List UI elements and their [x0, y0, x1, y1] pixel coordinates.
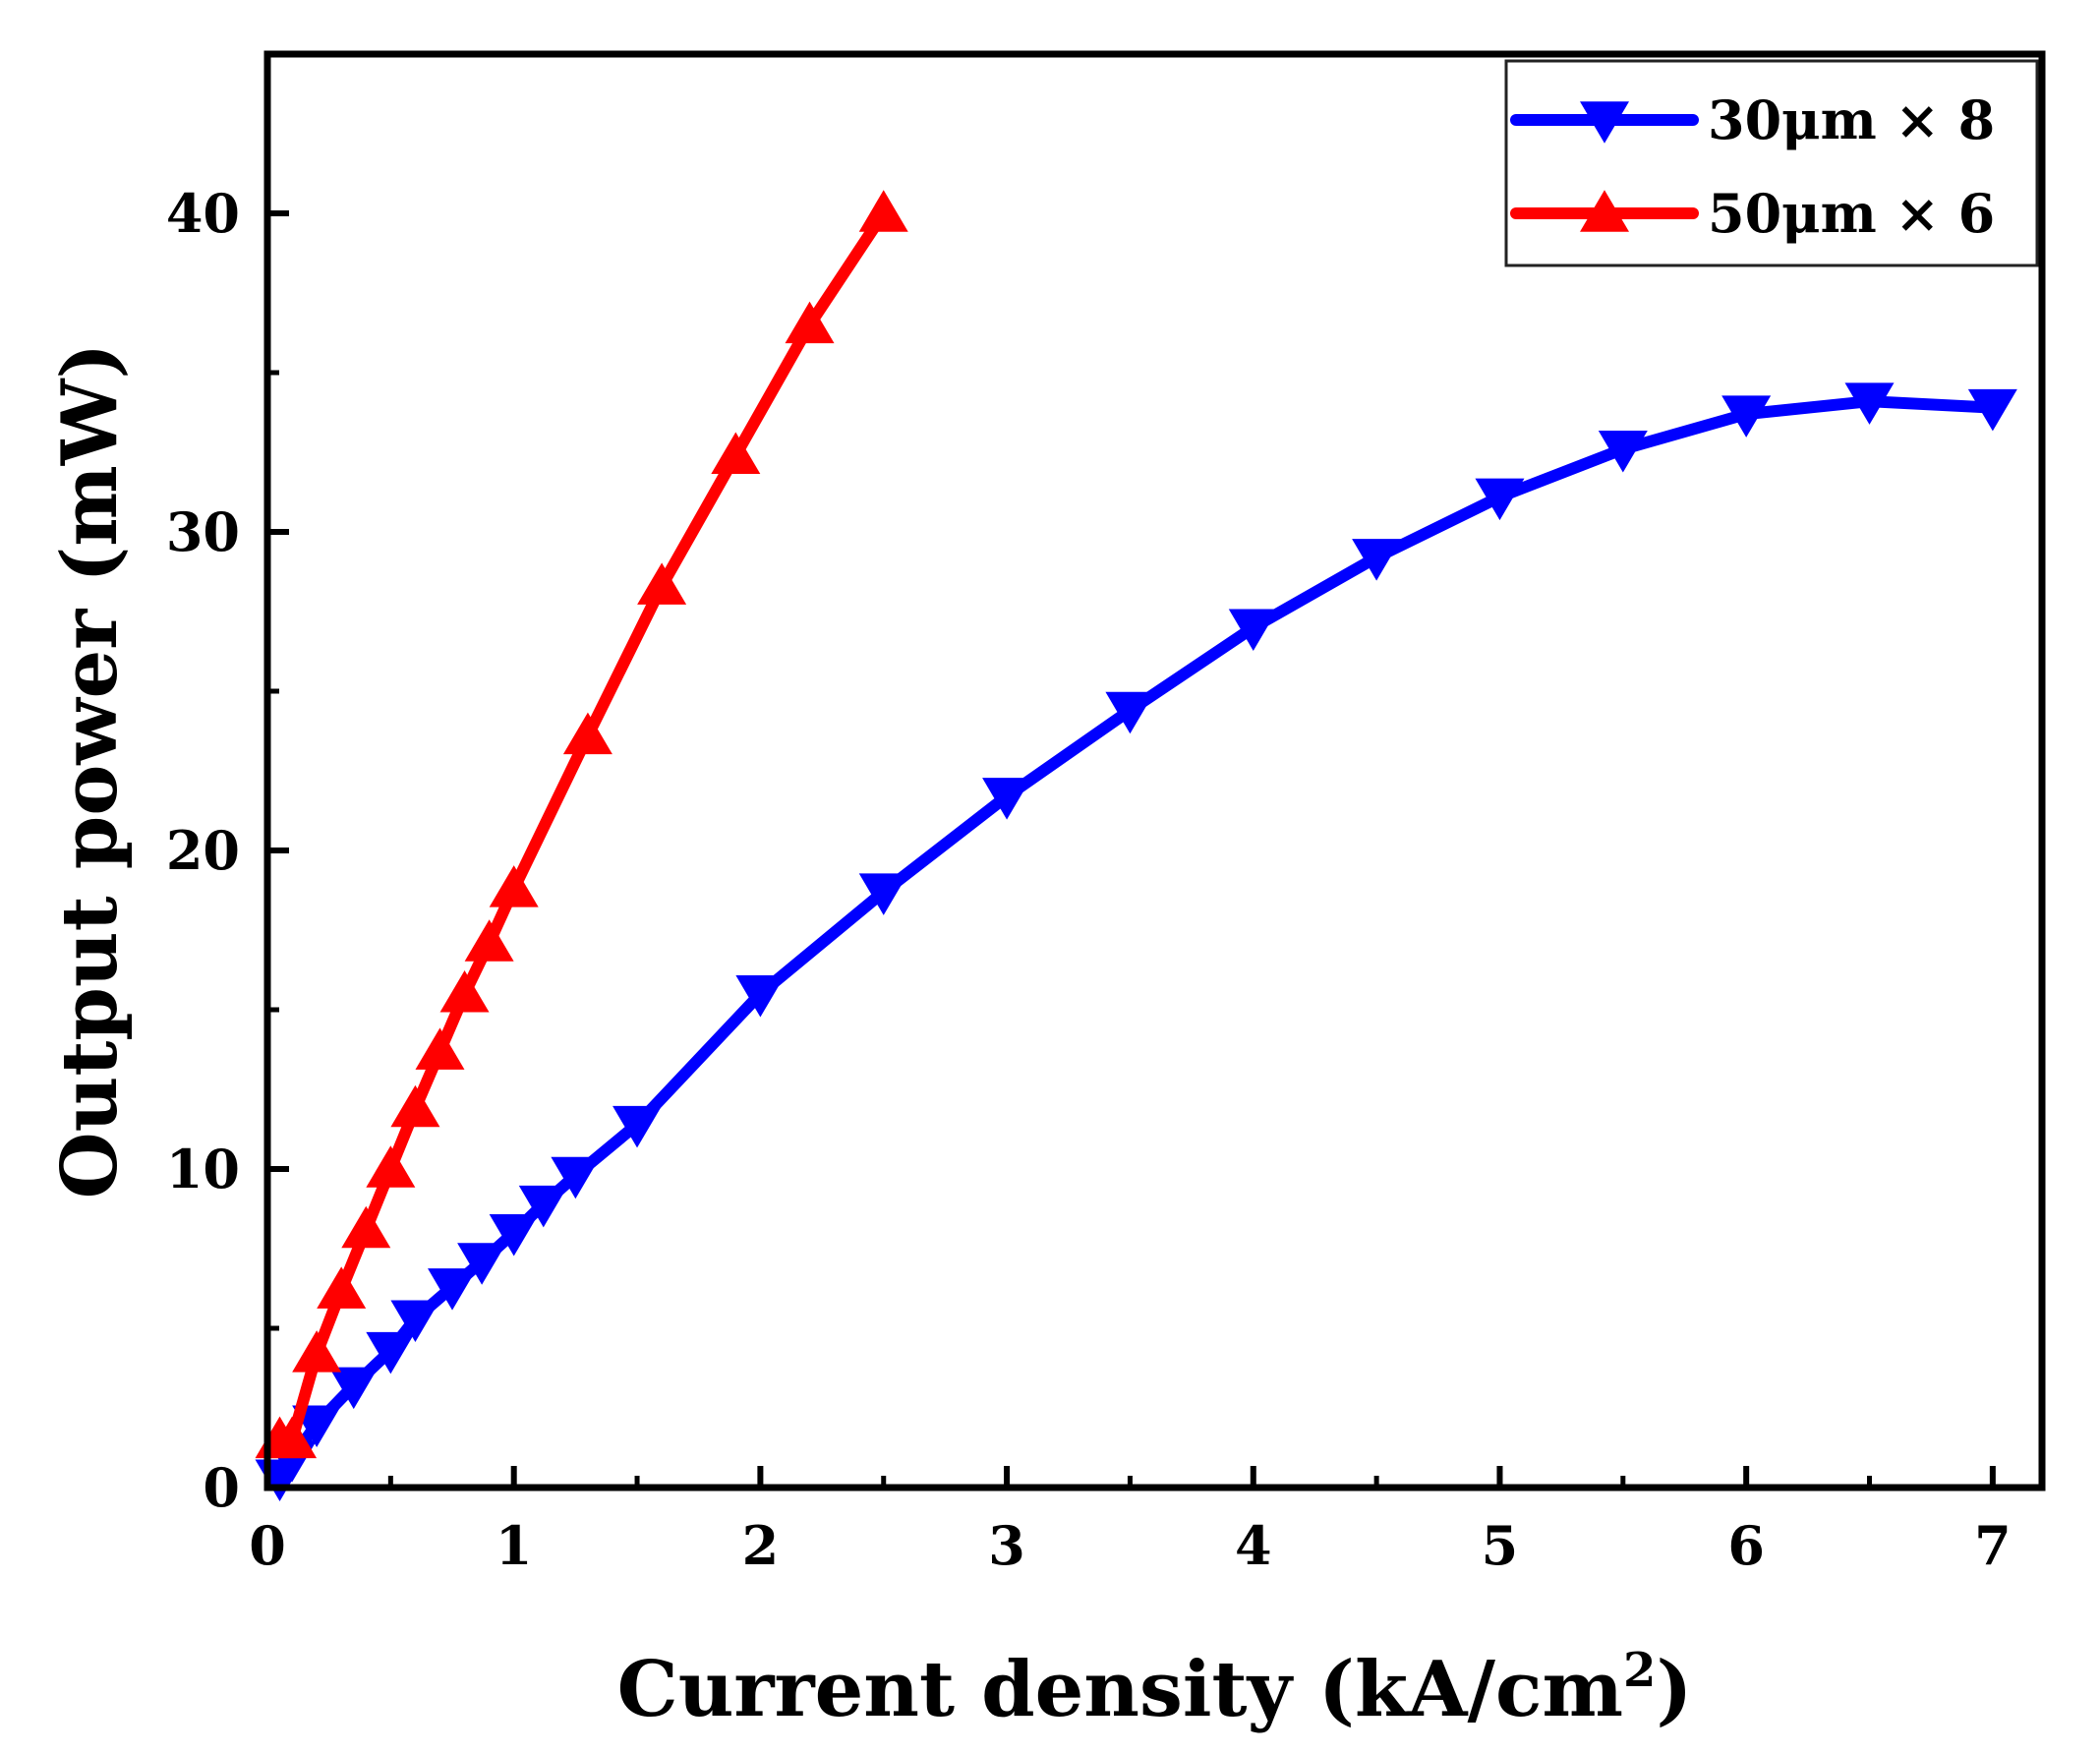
data-point-s1-14: [858, 873, 908, 915]
legend-marker-2: [1580, 190, 1629, 232]
legend-item-1: 30μm × 8: [1510, 88, 1995, 151]
data-point-s2-16: [858, 190, 908, 232]
data-point-s1-23: [1967, 388, 2017, 432]
data-point-s1-4: [328, 1367, 379, 1410]
series-line-2: [273, 207, 890, 1446]
y-tick-label-40: 40: [166, 182, 240, 245]
legend-label-2: 50μm × 6: [1708, 182, 1995, 245]
y-tick-label-10: 10: [166, 1138, 240, 1200]
data-point-s1-8: [457, 1243, 507, 1285]
y-tick-label-20: 20: [166, 819, 240, 882]
x-tick-label-7: 7: [1974, 1514, 2012, 1577]
data-point-s2-8: [415, 1027, 465, 1070]
legend-label-1: 30μm × 8: [1708, 88, 1995, 151]
data-point-s1-5: [366, 1331, 416, 1374]
data-point-s1-12: [612, 1105, 663, 1148]
legend: 30μm × 8 50μm × 6: [1504, 59, 2039, 267]
x-tick-label-6: 6: [1727, 1514, 1765, 1577]
series-1: [255, 382, 2017, 1502]
data-point-s1-15: [982, 778, 1032, 820]
data-point-s1-19: [1475, 478, 1525, 521]
series-line-1: [273, 395, 1999, 1485]
data-point-s2-11: [489, 865, 539, 907]
x-tick-label-5: 5: [1482, 1514, 1519, 1577]
data-point-s1-18: [1352, 539, 1402, 581]
legend-item-2: 50μm × 6: [1510, 182, 1995, 245]
data-point-s2-13: [637, 562, 687, 605]
data-point-s2-5: [341, 1205, 391, 1249]
data-point-s2-10: [464, 919, 514, 962]
data-point-s2-12: [562, 712, 612, 755]
x-tick-label-1: 1: [496, 1514, 533, 1577]
x-axis-title-superscript: 2: [1623, 1643, 1656, 1698]
data-point-s2-4: [317, 1266, 367, 1309]
data-point-s1-11: [551, 1156, 601, 1199]
x-tick-label-4: 4: [1235, 1514, 1272, 1577]
x-axis-title: Current density (kA/cm2): [617, 1643, 1693, 1734]
x-tick-label-0: 0: [249, 1514, 286, 1577]
y-tick-label-30: 30: [166, 500, 240, 563]
data-point-s2-15: [785, 301, 835, 344]
data-point-s1-10: [518, 1185, 568, 1228]
x-axis-title-main: Current density (kA/cm: [617, 1645, 1623, 1734]
data-point-s2-2: [267, 1416, 318, 1459]
data-point-s1-20: [1598, 431, 1648, 473]
data-point-s1-16: [1105, 691, 1155, 734]
x-tick-label-3: 3: [988, 1514, 1025, 1577]
data-point-s2-3: [292, 1330, 342, 1373]
data-point-s2-14: [711, 432, 761, 474]
plot-area: [255, 190, 2017, 1502]
x-tick-label-2: 2: [742, 1514, 780, 1577]
series-2: [255, 190, 908, 1459]
x-axis-title-suffix: ): [1656, 1645, 1692, 1734]
data-point-s2-7: [390, 1084, 440, 1128]
legend-marker-1: [1580, 101, 1629, 144]
data-point-s2-9: [439, 970, 490, 1013]
data-point-s2-6: [366, 1145, 416, 1188]
plot-frame: [263, 50, 2046, 1491]
data-point-s1-9: [489, 1214, 539, 1257]
data-point-s1-22: [1844, 382, 1895, 425]
data-point-s1-6: [390, 1300, 440, 1343]
data-point-s1-7: [428, 1268, 478, 1311]
data-point-s1-21: [1721, 395, 1772, 438]
data-point-s1-13: [735, 975, 786, 1018]
data-point-s1-17: [1228, 609, 1278, 651]
y-axis-title: Output power (mW): [45, 343, 135, 1199]
y-tick-label-0: 0: [203, 1456, 240, 1519]
